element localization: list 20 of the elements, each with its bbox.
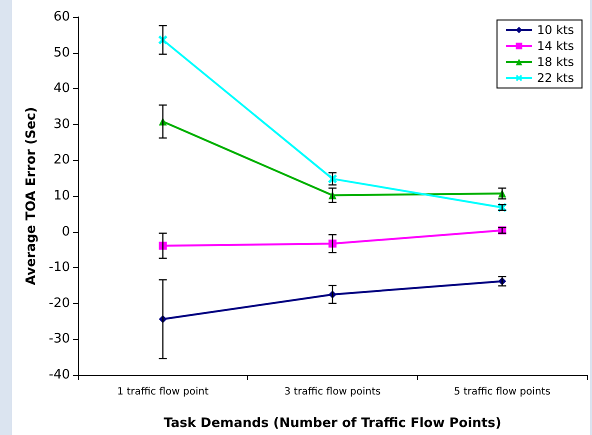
x-tick-label: 3 traffic flow points xyxy=(284,386,381,398)
y-tick-label: -30 xyxy=(48,332,70,347)
y-tick-label: 30 xyxy=(53,116,70,132)
y-tick-label: 60 xyxy=(53,10,70,24)
y-tick-label: -20 xyxy=(48,296,70,311)
y-tick-label: -40 xyxy=(48,368,70,382)
y-tick-label: -10 xyxy=(48,260,70,276)
x-tick-label: 5 traffic flow points xyxy=(454,386,550,398)
legend-label: 18 kts xyxy=(537,55,574,69)
y-tick-label: 10 xyxy=(53,188,70,204)
legend-label: 14 kts xyxy=(537,39,574,53)
y-axis-title: Average TOA Error (Sec) xyxy=(24,106,39,286)
x-tick-label: 1 traffic flow point xyxy=(117,386,209,398)
y-tick-label: 40 xyxy=(53,81,70,96)
y-tick-label: 0 xyxy=(62,224,70,240)
legend-label: 10 kts xyxy=(537,23,574,37)
x-axis-title: Task Demands (Number of Traffic Flow Points) xyxy=(164,416,502,431)
legend-label: 22 kts xyxy=(537,71,574,85)
y-tick-label: 20 xyxy=(53,152,70,168)
y-tick-label: 50 xyxy=(53,45,70,60)
